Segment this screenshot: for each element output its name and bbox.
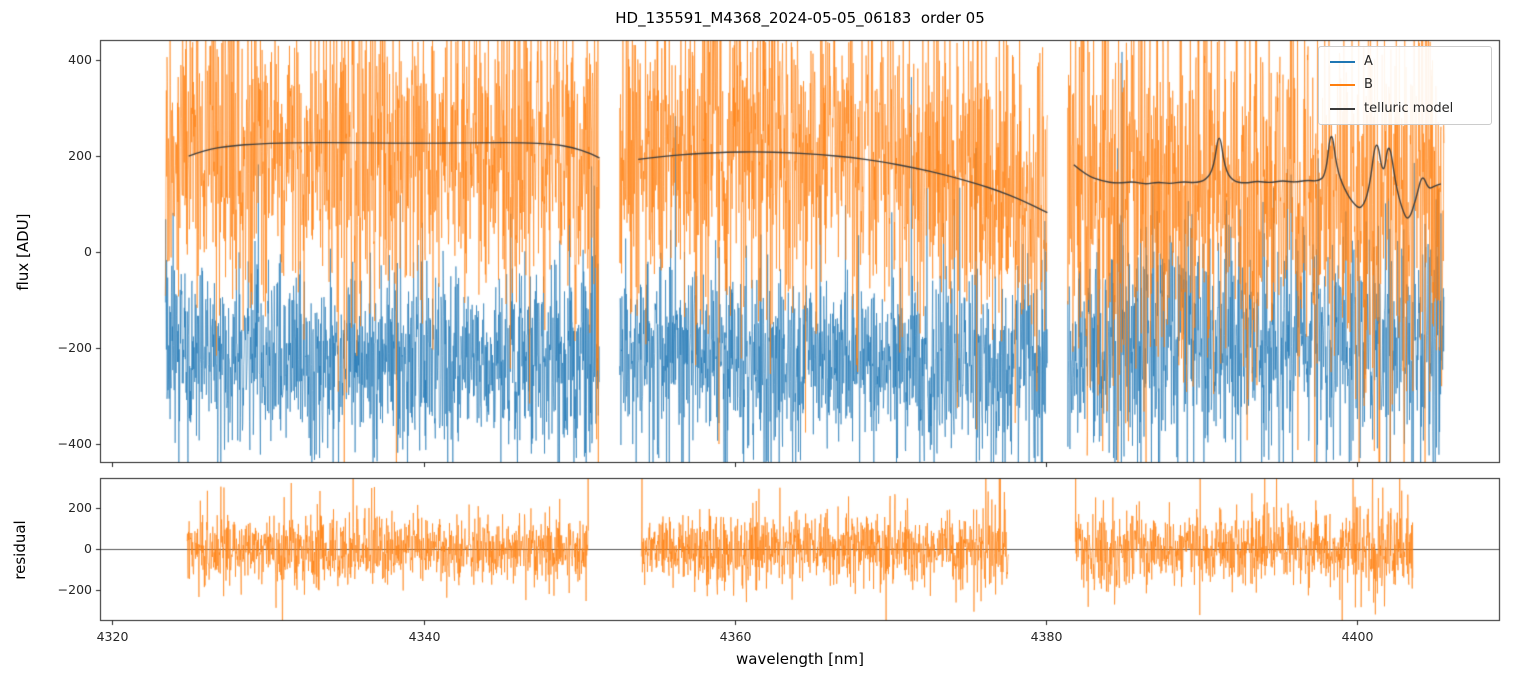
residual-axis-label: residual <box>11 520 29 580</box>
flux-axis-label: flux [ADU] <box>14 213 32 291</box>
legend-line-swatch-icon <box>1330 61 1355 64</box>
flux-tick-label: 400 <box>68 51 92 67</box>
flux-tick-label: −400 <box>57 435 92 451</box>
legend-label: A <box>1364 54 1373 69</box>
plot-title: HD_135591_M4368_2024-05-05_06183 order 0… <box>615 9 985 27</box>
legend-label: telluric model <box>1364 100 1454 116</box>
x-tick-label: 4360 <box>719 629 752 644</box>
flux-tick-label: −200 <box>57 339 92 355</box>
x-tick-label: 4320 <box>96 629 129 644</box>
x-tick-label: 4400 <box>1341 629 1374 644</box>
legend-item-b: B <box>1330 77 1480 93</box>
legend-label: B <box>1364 77 1373 93</box>
legend-line-swatch-icon <box>1330 84 1355 87</box>
flux-tick-label: 200 <box>68 147 92 163</box>
flux-tick-label: 0 <box>84 243 92 259</box>
wavelength-axis-label: wavelength [nm] <box>736 650 864 668</box>
x-tick-label: 4380 <box>1030 629 1063 644</box>
residual-tick-label: 200 <box>68 499 92 515</box>
legend-line-swatch-icon <box>1330 107 1355 110</box>
residual-tick-label: −200 <box>57 581 92 597</box>
x-tick-label: 4340 <box>408 629 441 644</box>
residual-tick-label: 0 <box>84 540 92 556</box>
legend-item-telluric-model: telluric model <box>1330 100 1480 116</box>
legend-item-a: A <box>1330 54 1480 69</box>
